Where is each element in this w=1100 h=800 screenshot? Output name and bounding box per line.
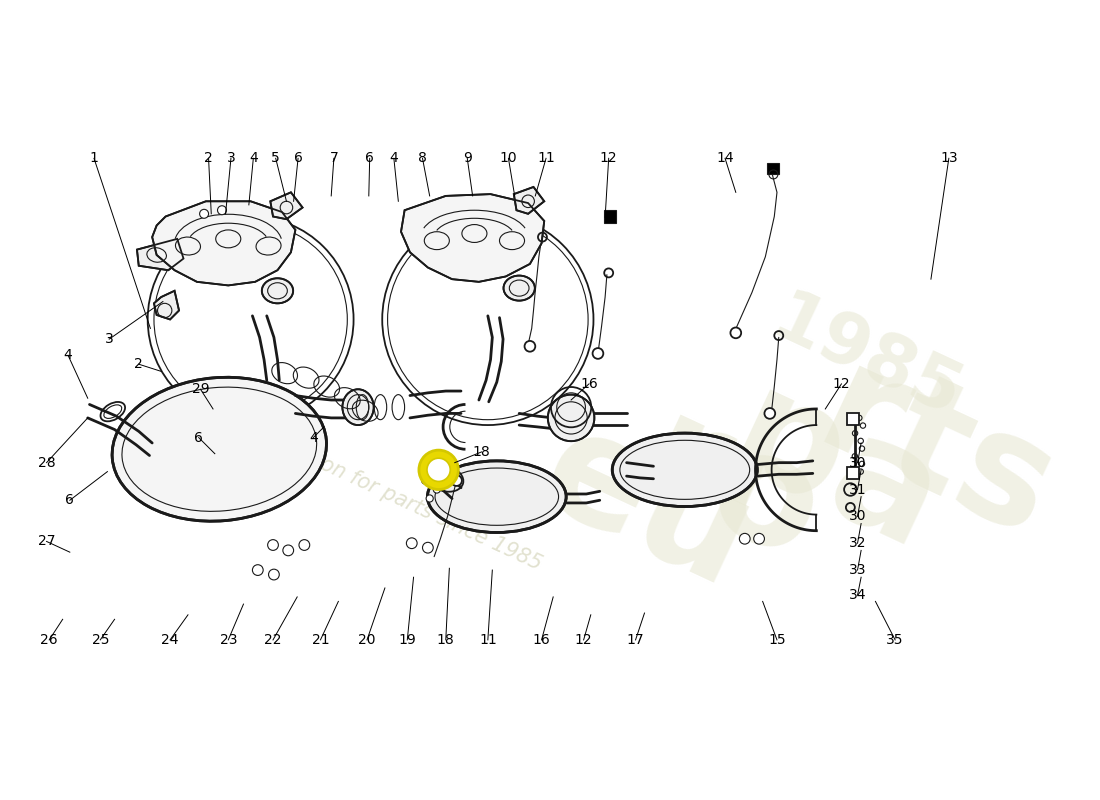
Text: a passion for parts since 1985: a passion for parts since 1985 [251,423,544,574]
Text: 12: 12 [575,633,593,647]
Polygon shape [154,290,179,319]
Circle shape [426,495,433,502]
Circle shape [730,327,741,338]
Polygon shape [271,192,303,219]
Text: 9: 9 [463,151,472,166]
Text: 16: 16 [532,633,550,647]
Text: 32: 32 [849,536,867,550]
Text: 24: 24 [162,633,179,647]
Circle shape [421,477,429,484]
Text: 18: 18 [473,445,491,459]
Text: 7: 7 [330,151,339,166]
Polygon shape [847,467,859,478]
Text: ro: ro [617,384,844,595]
Circle shape [451,475,462,486]
Circle shape [419,450,459,490]
Circle shape [268,569,279,580]
Text: 6: 6 [365,151,374,166]
Text: 21: 21 [311,633,329,647]
Circle shape [406,538,417,549]
Polygon shape [514,187,544,214]
Text: 27: 27 [37,534,55,549]
Text: 6: 6 [65,494,75,507]
Circle shape [433,486,440,493]
Text: 17: 17 [627,633,645,647]
Text: 19: 19 [398,633,416,647]
Ellipse shape [428,461,566,533]
Ellipse shape [548,394,594,441]
Text: eu: eu [519,395,774,620]
Polygon shape [604,210,616,222]
Text: 29: 29 [191,382,209,396]
Text: 3: 3 [104,332,113,346]
Polygon shape [152,202,296,286]
Text: 28: 28 [37,456,55,470]
Polygon shape [767,162,779,174]
Text: rts: rts [796,336,1077,572]
Text: 8: 8 [418,151,427,166]
Polygon shape [847,414,859,425]
Ellipse shape [613,433,757,506]
Ellipse shape [504,275,535,301]
Text: 30: 30 [849,510,867,523]
Circle shape [427,458,450,482]
Text: 23: 23 [220,633,236,647]
Text: 4: 4 [249,151,257,166]
Text: 15: 15 [768,633,785,647]
Text: pa: pa [707,359,962,584]
Circle shape [525,341,536,352]
Text: 6: 6 [195,430,204,445]
Circle shape [252,565,263,575]
Circle shape [593,348,603,359]
Text: 11: 11 [537,151,554,166]
Text: 1985: 1985 [761,286,972,433]
Text: 4: 4 [309,430,318,445]
Text: 3: 3 [227,151,235,166]
Text: 4: 4 [389,151,398,166]
Text: 30: 30 [849,456,867,470]
Circle shape [218,206,227,214]
Circle shape [283,545,294,556]
Text: 22: 22 [264,633,282,647]
Text: 31: 31 [849,482,867,497]
Circle shape [267,540,278,550]
Circle shape [299,540,310,550]
Text: 1: 1 [89,151,98,166]
Polygon shape [138,239,184,270]
Text: 4: 4 [64,348,73,362]
Text: 25: 25 [91,633,109,647]
Text: 13: 13 [940,151,958,166]
Circle shape [754,534,764,544]
Circle shape [739,534,750,544]
Text: 20: 20 [359,633,376,647]
Ellipse shape [342,390,374,425]
Text: 12: 12 [833,377,850,391]
Text: 34: 34 [849,588,867,602]
Ellipse shape [112,378,327,521]
Text: 18: 18 [437,633,454,647]
Text: 26: 26 [41,633,58,647]
Text: 35: 35 [887,633,904,647]
Text: 2: 2 [205,151,213,166]
Text: 11: 11 [478,633,497,647]
Circle shape [199,210,209,218]
Text: 5: 5 [272,151,280,166]
Text: 14: 14 [716,151,734,166]
Polygon shape [402,194,544,282]
Text: 12: 12 [600,151,617,166]
Text: 33: 33 [849,563,867,577]
Text: 10: 10 [499,151,517,166]
Text: 16: 16 [580,377,598,391]
Text: 2: 2 [134,357,143,371]
Ellipse shape [262,278,294,303]
Text: 6: 6 [294,151,302,166]
Circle shape [422,542,433,553]
Circle shape [764,408,776,418]
